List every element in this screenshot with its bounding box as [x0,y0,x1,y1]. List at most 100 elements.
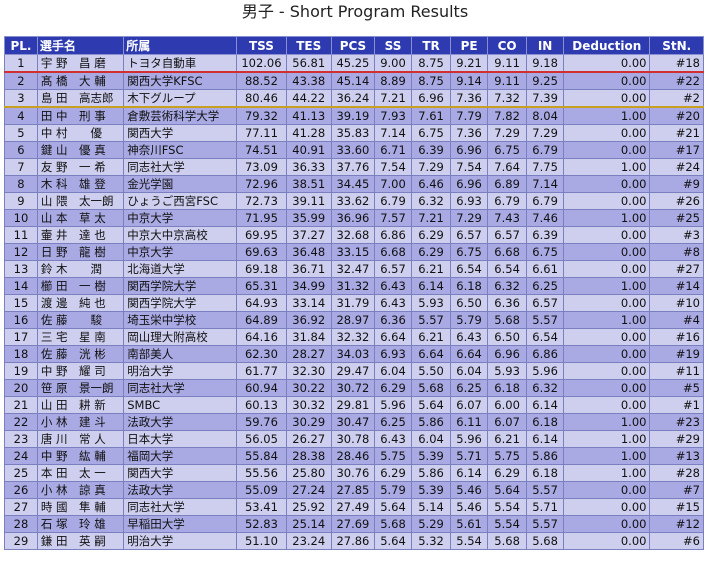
cell-deduction: 1.00 [563,209,651,227]
cell-tr: 6.04 [411,430,452,448]
cell-pe: 7.36 [450,124,489,142]
cell-in: 6.14 [526,396,565,414]
cell-pl: 11 [4,226,38,244]
cell-pe: 7.29 [450,209,489,227]
cell-in: 6.18 [526,464,565,482]
cell-tes: 25.92 [285,498,332,516]
cell-club: ひょうご西宮FSC [123,192,238,210]
cell-pe: 6.57 [450,226,489,244]
cell-stn: #1 [649,396,704,414]
cell-pcs: 31.79 [330,294,376,312]
cell-stn: #24 [649,158,704,176]
cell-pcs: 35.83 [330,124,376,142]
cell-ss: 6.43 [374,430,413,448]
cell-in: 5.71 [526,498,565,516]
cell-in: 5.57 [526,515,565,533]
cell-tes: 37.27 [285,226,332,244]
cell-tes: 30.32 [285,396,332,414]
cell-stn: #23 [649,413,704,431]
cell-name: 小 林 諒 真 [36,481,125,499]
cell-in: 5.57 [526,481,565,499]
cell-club: 法政大学 [123,413,238,431]
cell-co: 9.11 [487,54,528,73]
cell-tss: 74.51 [236,141,287,159]
table-row: 18 佐 藤 洸 彬南部美人 62.30 28.27 34.03 6.93 6.64 6.64… [4,345,704,363]
cell-co: 6.32 [487,277,528,295]
cell-tr: 6.96 [411,89,452,108]
cell-pl: 8 [4,175,38,193]
cell-tss: 69.18 [236,260,287,278]
cell-club: 関西学院大学 [123,277,238,295]
cell-name: 櫛 田 一 樹 [36,277,125,295]
cell-tes: 25.80 [285,464,332,482]
cell-ss: 5.64 [374,498,413,516]
cell-tss: 55.56 [236,464,287,482]
cell-pcs: 30.72 [330,379,376,397]
cell-co: 6.96 [487,345,528,363]
cell-in: 6.39 [526,226,565,244]
cell-tr: 8.75 [411,71,452,90]
cell-club: 倉敷芸術科学大学 [123,106,238,125]
cell-tr: 6.39 [411,141,452,159]
cell-pcs: 28.46 [330,447,376,465]
cell-stn: #7 [649,481,704,499]
cell-pcs: 36.24 [330,89,376,108]
table-row: 26 小 林 諒 真法政大学 55.09 27.24 27.85 5.79 5.39 5.46… [4,481,704,499]
cell-stn: #5 [649,379,704,397]
cell-stn: #2 [649,89,704,108]
column-header-stn: StN. [649,36,704,55]
column-header-pe: PE [450,36,489,55]
cell-club: 同志社大学 [123,158,238,176]
cell-pl: 21 [4,396,38,414]
cell-co: 6.29 [487,464,528,482]
cell-ss: 6.79 [374,192,413,210]
cell-pcs: 34.03 [330,345,376,363]
cell-deduction: 0.00 [563,294,651,312]
cell-tss: 55.84 [236,447,287,465]
cell-pcs: 33.60 [330,141,376,159]
cell-pe: 9.21 [450,54,489,73]
cell-name: 鎌 田 英 嗣 [36,532,125,550]
cell-stn: #3 [649,226,704,244]
cell-ss: 7.93 [374,106,413,125]
cell-club: 早稲田大学 [123,515,238,533]
cell-tr: 5.14 [411,498,452,516]
cell-pcs: 28.97 [330,311,376,329]
cell-ss: 7.14 [374,124,413,142]
cell-name: 友 野 一 希 [36,158,125,176]
cell-name: 笹 原 景一朗 [36,379,125,397]
cell-tr: 6.21 [411,260,452,278]
cell-pcs: 30.47 [330,413,376,431]
cell-in: 6.18 [526,413,565,431]
cell-deduction: 0.00 [563,345,651,363]
cell-deduction: 1.00 [563,447,651,465]
column-header-in: IN [526,36,565,55]
cell-pcs: 39.19 [330,106,376,125]
cell-co: 6.68 [487,243,528,261]
cell-tss: 102.06 [236,54,287,73]
cell-ss: 7.21 [374,89,413,108]
table-row: 16 佐 藤 駿埼玉栄中学校 64.89 36.92 28.97 6.36 5.57 5.79… [4,311,704,329]
cell-ss: 5.75 [374,447,413,465]
cell-pcs: 37.76 [330,158,376,176]
cell-deduction: 1.00 [563,464,651,482]
cell-tr: 8.75 [411,54,452,73]
cell-co: 7.82 [487,106,528,125]
cell-tes: 32.30 [285,362,332,380]
cell-ss: 6.25 [374,413,413,431]
cell-ss: 6.29 [374,379,413,397]
cell-ss: 7.54 [374,158,413,176]
cell-ss: 5.64 [374,532,413,550]
cell-tr: 6.14 [411,277,452,295]
cell-tes: 36.92 [285,311,332,329]
cell-in: 5.68 [526,532,565,550]
cell-pl: 17 [4,328,38,346]
cell-tr: 6.64 [411,345,452,363]
cell-tes: 26.27 [285,430,332,448]
cell-ss: 6.68 [374,243,413,261]
column-header-tr: TR [411,36,452,55]
cell-tss: 80.46 [236,89,287,108]
cell-stn: #10 [649,294,704,312]
